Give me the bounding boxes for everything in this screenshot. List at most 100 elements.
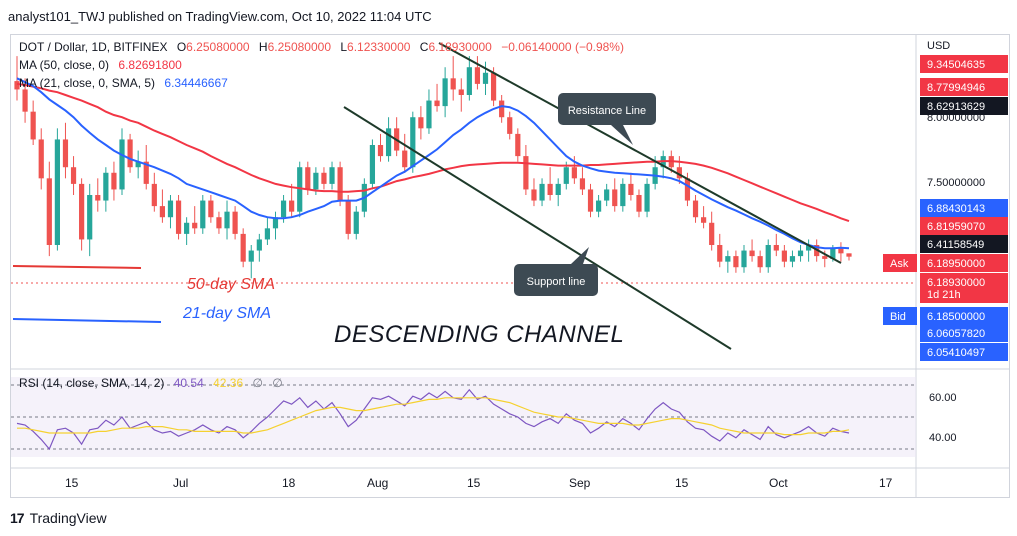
candle-body (676, 167, 682, 179)
price-chart-svg[interactable]: Resistance Line Support line 50-day SMA … (11, 35, 1009, 497)
resistance-callout-label: Resistance Line (568, 105, 646, 117)
candle-body (305, 167, 311, 190)
candle-body (87, 195, 93, 240)
tradingview-footer[interactable]: 17 TradingView (10, 506, 107, 530)
svg-text:MA (21, close, 0, SMA, 5): MA (21, close, 0, SMA, 5) 6.34446667 (19, 76, 228, 90)
candle-body (806, 245, 812, 251)
price-tag (920, 199, 1008, 217)
candle-body (571, 167, 577, 179)
ma50-legend-label: MA (50, close, 0) (19, 58, 109, 72)
candle-body (280, 200, 287, 218)
candle-body (838, 247, 844, 254)
candle-body (531, 189, 537, 201)
time-axis[interactable]: 15 Jul 18 Aug 15 Sep 15 Oct 17 (65, 476, 893, 490)
ma21-line (16, 77, 850, 250)
candle-body (402, 150, 408, 168)
candle-body (54, 139, 60, 245)
candle-body (797, 250, 804, 257)
candle-body (95, 195, 101, 201)
candle-body (337, 167, 343, 201)
candle-body (620, 183, 626, 207)
candle-body (733, 256, 739, 268)
chart-frame[interactable]: Resistance Line Support line 50-day SMA … (10, 34, 1010, 498)
candle-body (490, 72, 497, 101)
support-trend-line[interactable] (343, 106, 732, 350)
candle-body (822, 256, 828, 259)
channel-annotation: DESCENDING CHANNEL (334, 321, 624, 348)
candle-body (717, 245, 723, 262)
candle-body (369, 145, 376, 184)
candle-body (313, 172, 319, 190)
candle-body (765, 245, 771, 268)
rsi-tick-40: 40.00 (929, 432, 957, 444)
time-tick-label: 15 (467, 476, 481, 490)
candle-body (442, 78, 448, 107)
svg-text:MA (50, close, 0) 6.82: MA (50, close, 0) 6.82691800 (19, 58, 182, 72)
candle-body (846, 253, 852, 257)
candle-body (175, 200, 182, 234)
support-callout-label: Support line (527, 276, 586, 288)
candle-body (604, 189, 610, 201)
support-callout: Support line (514, 247, 598, 296)
candle-body (587, 189, 594, 212)
svg-text:DOT / Dollar, 1D, BITFINEX: DOT / Dollar, 1D, BITFINEX O6.25080000 H… (19, 40, 624, 54)
ma50-line (16, 82, 850, 223)
legend-symbol: DOT / Dollar, 1D, BITFINEX (19, 40, 167, 54)
candle-body (474, 67, 481, 84)
candle-body (353, 211, 359, 234)
candle-body (256, 239, 262, 251)
candle-body (289, 200, 295, 212)
candle-body (684, 178, 691, 201)
resistance-trend-line[interactable] (438, 42, 842, 264)
price-tag-value: 6.41158549 (927, 239, 984, 251)
candle-body (547, 183, 553, 195)
legend-high: 6.25080000 (268, 40, 332, 54)
candle-body (612, 189, 618, 207)
price-tag-value: 8.62913629 (927, 101, 985, 113)
time-tick-label: 17 (879, 476, 893, 490)
candle-body (466, 67, 472, 95)
price-axis-currency: USD (927, 40, 950, 52)
price-tag (920, 78, 1008, 96)
legend-low: 6.12330000 (347, 40, 411, 54)
ohlc-legend: DOT / Dollar, 1D, BITFINEX O6.25080000 H… (19, 40, 624, 390)
price-tick-7-5: 7.50000000 (927, 177, 985, 189)
price-axis[interactable]: USD 8.00000000 7.50000000 9.345046358.77… (883, 40, 1008, 444)
candle-body (450, 78, 456, 90)
ma21-legend-value: 6.34446667 (164, 76, 228, 90)
time-tick-label: Jul (173, 476, 188, 490)
candle-body (426, 100, 432, 129)
candle-body (224, 211, 230, 229)
resistance-callout: Resistance Line (558, 93, 656, 145)
publish-header: analyst101_TWJ published on TradingView.… (0, 0, 1017, 34)
candle-body (264, 228, 271, 240)
price-tag (920, 235, 1008, 253)
candle-body (192, 222, 198, 229)
sma21-annotation-line (12, 318, 162, 323)
price-tag (920, 55, 1008, 73)
price-tag-value: 6.18950000 (927, 258, 985, 270)
candle-body (62, 139, 69, 168)
tradingview-brand: TradingView (29, 510, 107, 526)
sma50-annotation-line (12, 265, 142, 269)
legend-close: 6.18930000 (428, 40, 492, 54)
candle-body (248, 250, 254, 262)
price-tag-value: 6.88430143 (927, 203, 985, 215)
time-tick-label: Oct (769, 476, 788, 490)
candle-body (14, 81, 20, 90)
candle-body (345, 200, 351, 234)
sma21-annotation: 21-day SMA (182, 305, 271, 322)
candle-body (781, 250, 787, 262)
rsi-sma-legend-value: 42.36 (213, 376, 243, 390)
candle-body (830, 247, 836, 259)
candle-body (321, 172, 327, 184)
candle-body (563, 167, 569, 184)
candle-body (499, 100, 505, 118)
price-tag-value: 6.18930000 (927, 277, 985, 289)
price-tag (920, 217, 1008, 235)
candle-body (749, 250, 755, 257)
rsi-legend-label: RSI (14, close, SMA, 14, 2) (19, 376, 164, 390)
candle-body (127, 139, 133, 168)
price-tag-value: 6.18500000 (927, 311, 985, 323)
price-tag-label-box (883, 307, 917, 325)
